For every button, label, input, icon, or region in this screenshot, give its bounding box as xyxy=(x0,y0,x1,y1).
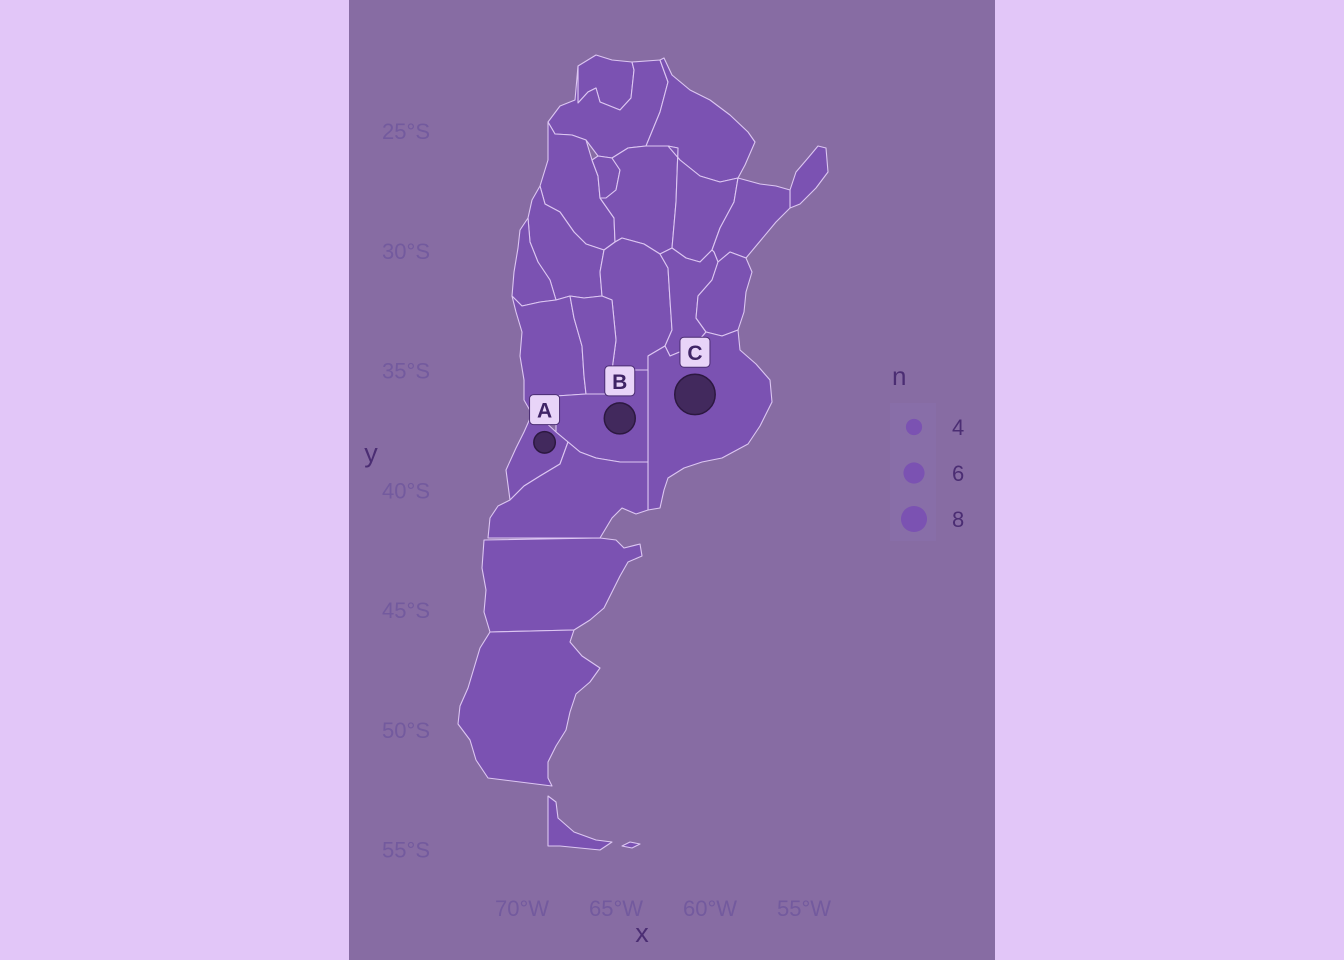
y-tick-label: 35°S xyxy=(382,359,430,384)
axes: 25°S 30°S 35°S 40°S 45°S 50°S 55°S 70°W 65°W 60°… xyxy=(364,119,831,948)
y-tick-label: 45°S xyxy=(382,598,430,623)
x-axis-ticks: 70°W 65°W 60°W 55°W xyxy=(495,896,831,921)
province-santa-cruz xyxy=(457,629,601,787)
province-misiones xyxy=(789,145,829,209)
legend-label: 8 xyxy=(952,507,964,532)
y-tick-label: 55°S xyxy=(382,838,430,863)
x-tick-label: 70°W xyxy=(495,896,549,921)
legend-label: 4 xyxy=(952,415,964,440)
argentina-map xyxy=(457,54,829,851)
x-tick-label: 55°W xyxy=(777,896,831,921)
point-label-b: B xyxy=(612,371,627,394)
point-label-a: A xyxy=(537,400,552,423)
y-axis-ticks: 25°S 30°S 35°S 40°S 45°S 50°S 55°S xyxy=(382,119,430,863)
point-label-c: C xyxy=(687,342,702,365)
y-axis-title: y xyxy=(364,438,378,468)
x-axis-title: x xyxy=(635,918,649,948)
marker-layer: A B C xyxy=(529,336,716,454)
point-marker-a xyxy=(533,430,557,454)
y-tick-label: 50°S xyxy=(382,718,430,743)
y-tick-label: 40°S xyxy=(382,478,430,503)
legend-size-swatch xyxy=(903,462,925,484)
point-label-box xyxy=(604,365,636,397)
legend-title: n xyxy=(892,361,906,391)
x-tick-label: 60°W xyxy=(683,896,737,921)
legend-size-swatch xyxy=(900,505,928,533)
point-label-box xyxy=(679,336,711,368)
legend-label: 6 xyxy=(952,461,964,486)
y-tick-label: 30°S xyxy=(382,239,430,264)
point-marker-c xyxy=(673,373,716,416)
legend: n 4 6 8 xyxy=(890,361,964,541)
islands xyxy=(621,841,641,849)
province-tierra-del-fuego xyxy=(547,795,613,851)
x-tick-label: 65°W xyxy=(589,896,643,921)
province-chubut xyxy=(481,537,643,633)
point-marker-b xyxy=(603,402,636,435)
legend-entries: 4 6 8 xyxy=(900,415,964,533)
y-tick-label: 25°S xyxy=(382,119,430,144)
legend-size-swatch xyxy=(905,418,923,436)
province-rio-negro xyxy=(487,441,649,539)
point-label-box xyxy=(529,394,561,426)
